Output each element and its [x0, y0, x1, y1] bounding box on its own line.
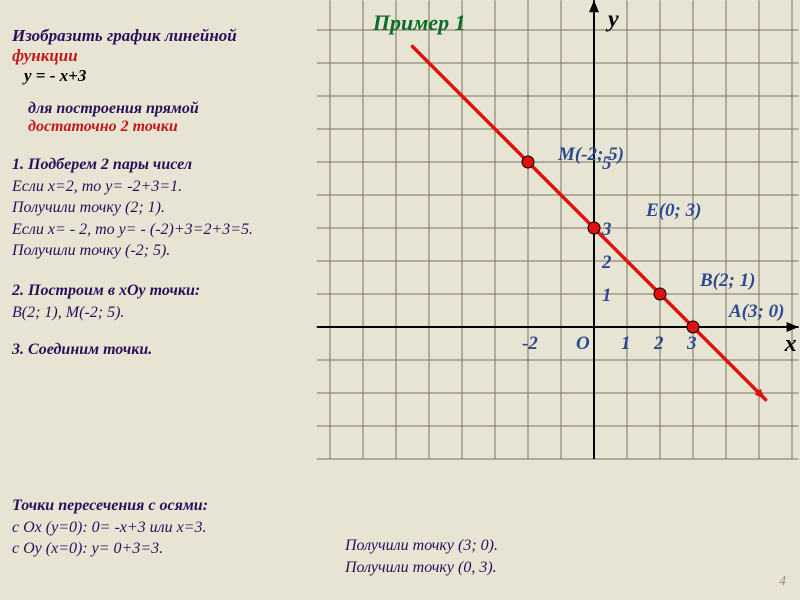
svg-text:2: 2	[601, 252, 612, 273]
svg-text:А(3; 0): А(3; 0)	[728, 301, 784, 322]
svg-text:у: у	[605, 6, 619, 32]
page-number: 4	[779, 574, 786, 590]
intersect-title: Точки пересечения с осями:	[12, 495, 208, 517]
svg-text:-2: -2	[522, 333, 538, 354]
chart-plot: М(-2; 5) Е(0; 3) В(2; 1) А(3; 0) -2 1 2 3 1 2 3 5 Ох…	[315, 0, 800, 460]
svg-text:3: 3	[686, 333, 697, 354]
svg-text:М(-2; 5): М(-2; 5)	[557, 144, 624, 165]
intersect-ox: с Ох (у=0): 0= -х+3 или х=3.	[12, 517, 208, 539]
svg-text:1: 1	[602, 285, 612, 306]
intersect-oy: с Оу (х=0): у= 0+3=3.	[12, 538, 208, 560]
svg-text:Е(0; 3): Е(0; 3)	[645, 200, 701, 221]
svg-text:5: 5	[602, 153, 612, 174]
result-2: Получили точку (0, 3).	[345, 557, 498, 579]
svg-text:х: х	[784, 331, 797, 357]
title-part2: линейной	[165, 26, 237, 45]
svg-text:3: 3	[601, 219, 612, 240]
svg-text:1: 1	[621, 333, 631, 354]
svg-text:Пример 1: Пример 1	[372, 10, 466, 35]
svg-text:2: 2	[653, 333, 664, 354]
svg-text:В(2; 1): В(2; 1)	[699, 270, 755, 291]
title-part1: Изобразить график	[12, 26, 165, 45]
svg-text:О: О	[576, 333, 590, 354]
result-1: Получили точку (3; 0).	[345, 535, 498, 557]
